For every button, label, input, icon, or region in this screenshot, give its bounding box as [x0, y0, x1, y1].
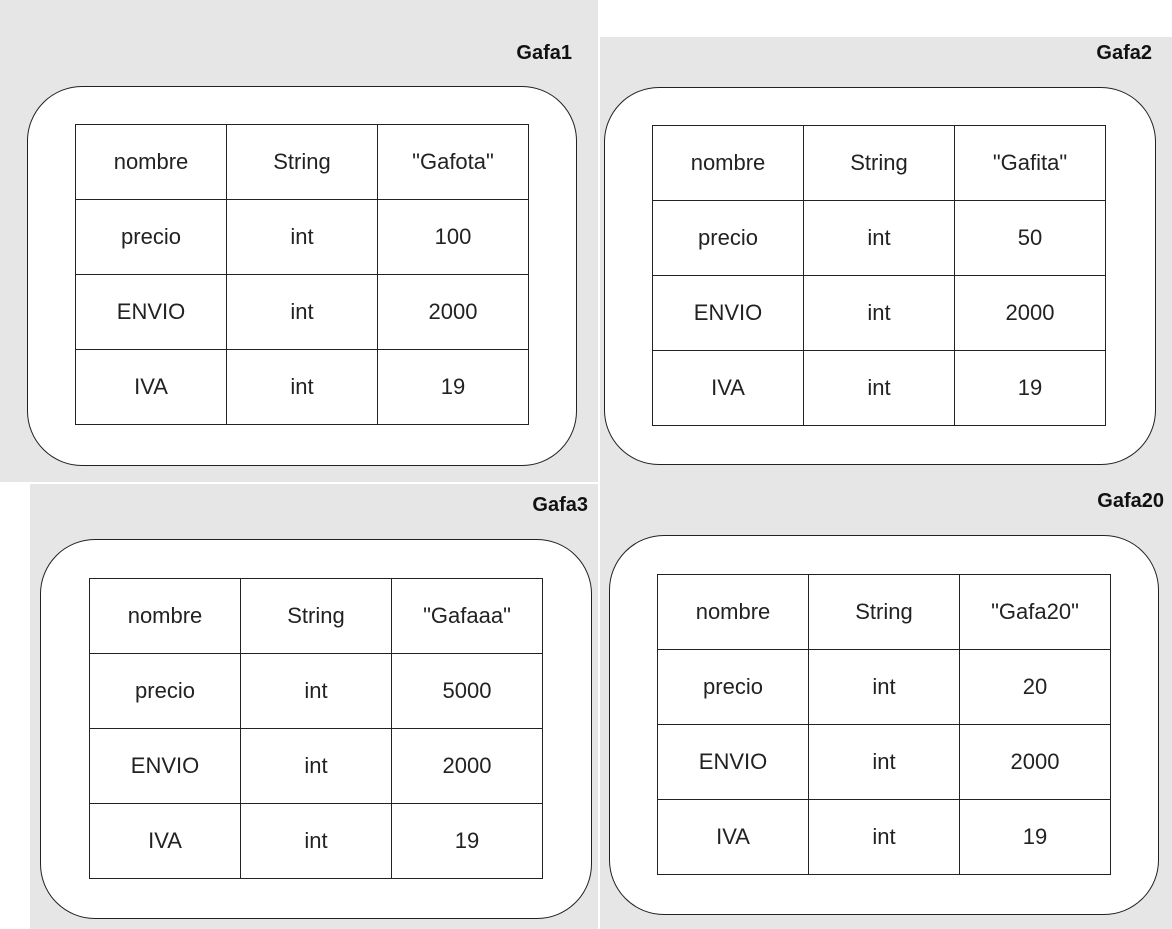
field-type-cell: int: [240, 803, 392, 879]
object-title: Gafa20: [1097, 490, 1164, 512]
object-title: Gafa1: [516, 42, 572, 64]
field-type-cell: int: [803, 350, 955, 426]
field-type-cell: String: [808, 574, 960, 650]
field-value-cell: 5000: [391, 653, 543, 729]
field-name-cell: IVA: [652, 350, 804, 426]
field-value-cell: 19: [959, 799, 1111, 875]
field-value-cell: "Gafita": [954, 125, 1106, 201]
field-value-cell: 20: [959, 649, 1111, 725]
object-table: nombre String "Gafaaa" precio int 5000 E…: [89, 578, 543, 879]
field-name-cell: precio: [75, 199, 227, 275]
table-row: nombre String "Gafaaa": [89, 578, 543, 654]
field-value-cell: 2000: [954, 275, 1106, 351]
field-type-cell: int: [226, 274, 378, 350]
table-row: nombre String "Gafita": [652, 125, 1106, 201]
table-row: IVA int 19: [657, 799, 1111, 875]
table-row: ENVIO int 2000: [75, 274, 529, 350]
field-name-cell: precio: [652, 200, 804, 276]
field-value-cell: 19: [377, 349, 529, 425]
field-type-cell: int: [808, 649, 960, 725]
object-table: nombre String "Gafa20" precio int 20 ENV…: [657, 574, 1111, 875]
object-title: Gafa3: [532, 494, 588, 516]
field-name-cell: ENVIO: [657, 724, 809, 800]
field-name-cell: nombre: [657, 574, 809, 650]
field-type-cell: int: [803, 275, 955, 351]
field-value-cell: 19: [391, 803, 543, 879]
table-row: precio int 50: [652, 200, 1106, 276]
table-row: precio int 20: [657, 649, 1111, 725]
field-name-cell: nombre: [89, 578, 241, 654]
field-type-cell: int: [240, 653, 392, 729]
field-type-cell: int: [226, 349, 378, 425]
field-name-cell: IVA: [89, 803, 241, 879]
table-row: nombre String "Gafa20": [657, 574, 1111, 650]
field-value-cell: 2000: [391, 728, 543, 804]
table-row: ENVIO int 2000: [652, 275, 1106, 351]
field-name-cell: ENVIO: [75, 274, 227, 350]
field-value-cell: 2000: [959, 724, 1111, 800]
field-name-cell: IVA: [657, 799, 809, 875]
field-value-cell: "Gafaaa": [391, 578, 543, 654]
field-value-cell: "Gafota": [377, 124, 529, 200]
field-type-cell: int: [808, 799, 960, 875]
field-value-cell: 100: [377, 199, 529, 275]
table-row: nombre String "Gafota": [75, 124, 529, 200]
table-row: IVA int 19: [652, 350, 1106, 426]
field-name-cell: ENVIO: [652, 275, 804, 351]
field-name-cell: nombre: [652, 125, 804, 201]
table-row: precio int 5000: [89, 653, 543, 729]
table-row: precio int 100: [75, 199, 529, 275]
field-name-cell: precio: [89, 653, 241, 729]
field-type-cell: int: [240, 728, 392, 804]
field-value-cell: 50: [954, 200, 1106, 276]
object-title: Gafa2: [1096, 42, 1152, 64]
field-value-cell: "Gafa20": [959, 574, 1111, 650]
field-value-cell: 2000: [377, 274, 529, 350]
table-row: ENVIO int 2000: [657, 724, 1111, 800]
table-row: ENVIO int 2000: [89, 728, 543, 804]
field-type-cell: int: [803, 200, 955, 276]
field-name-cell: IVA: [75, 349, 227, 425]
field-value-cell: 19: [954, 350, 1106, 426]
field-name-cell: ENVIO: [89, 728, 241, 804]
field-type-cell: int: [808, 724, 960, 800]
field-type-cell: String: [240, 578, 392, 654]
object-table: nombre String "Gafita" precio int 50 ENV…: [652, 125, 1106, 426]
field-name-cell: precio: [657, 649, 809, 725]
field-type-cell: String: [226, 124, 378, 200]
table-row: IVA int 19: [75, 349, 529, 425]
field-type-cell: int: [226, 199, 378, 275]
table-row: IVA int 19: [89, 803, 543, 879]
object-table: nombre String "Gafota" precio int 100 EN…: [75, 124, 529, 425]
field-name-cell: nombre: [75, 124, 227, 200]
field-type-cell: String: [803, 125, 955, 201]
